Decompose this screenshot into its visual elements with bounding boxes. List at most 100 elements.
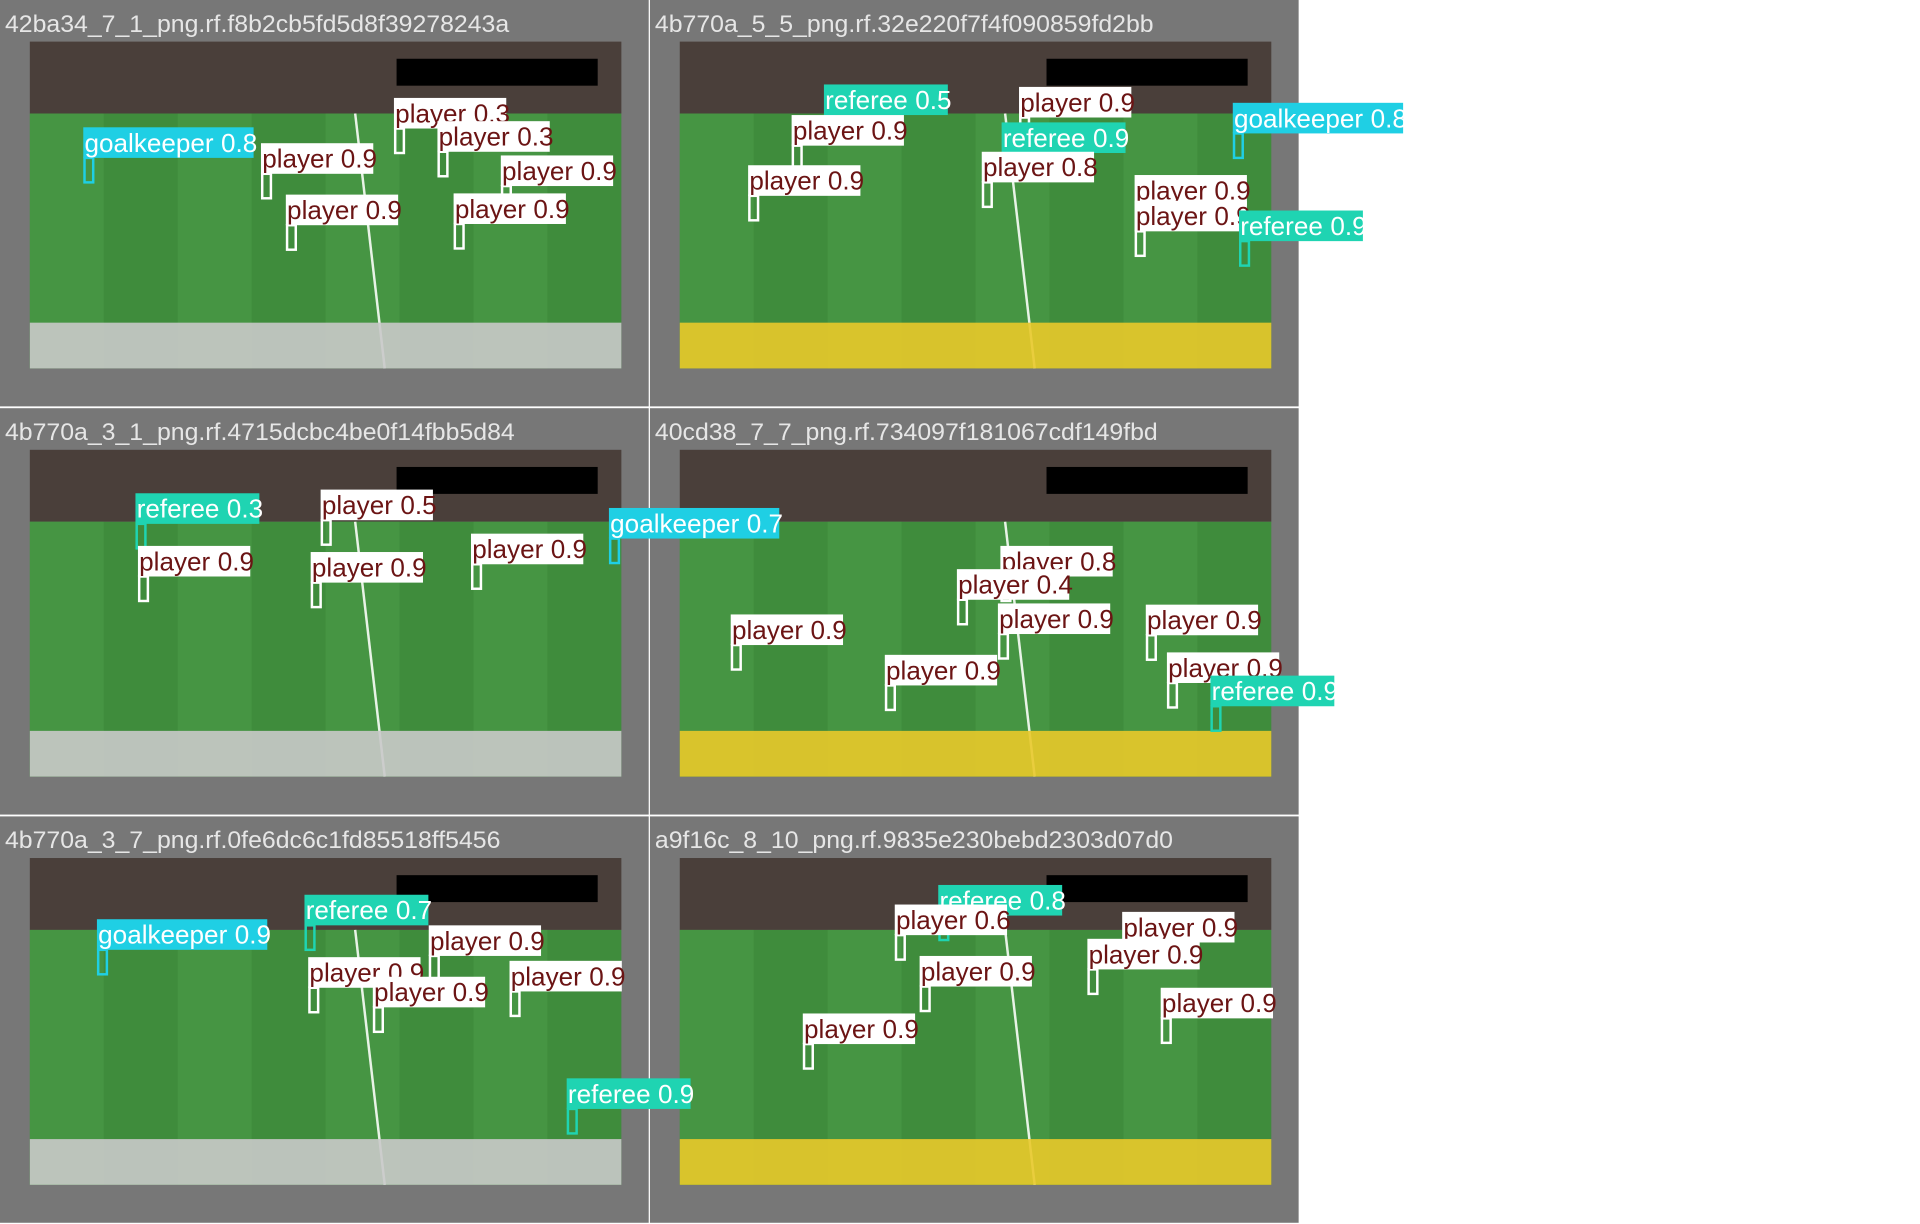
redaction [1046, 58, 1248, 86]
confidence: 0.9 [883, 1016, 919, 1044]
detection-label: player 0.9 [1136, 203, 1251, 231]
detection: referee 0.7 [304, 894, 432, 952]
label-background [1134, 200, 1247, 232]
label-background [285, 194, 399, 226]
label-background [566, 1078, 691, 1109]
class-name: player [262, 146, 333, 174]
detection: player 0.9 [748, 165, 864, 222]
confidence: 0.9 [1302, 678, 1338, 706]
class-name: player [1147, 607, 1218, 635]
detection: player 0.9 [791, 115, 908, 172]
label-background [919, 955, 1032, 987]
detection-label: player 0.9 [804, 1016, 919, 1044]
detection-label: player 0.3 [439, 124, 554, 152]
label-background [1001, 122, 1126, 153]
class-name: player [999, 606, 1070, 634]
detection: player 0.9 [428, 925, 545, 982]
detection-label: player 0.9 [999, 606, 1114, 634]
detection-label: player 0.9 [749, 168, 864, 196]
tile-title: 4b770a_5_5_png.rf.32e220f7f4f090859fd2bb [655, 11, 1154, 38]
photo-ad-board [679, 730, 1272, 777]
label-background [1238, 210, 1363, 242]
detection-label: player 0.9 [1147, 607, 1262, 635]
class-name: player [1123, 915, 1194, 943]
detection: player 0.9 [137, 545, 254, 603]
bounding-box [137, 575, 150, 603]
confidence: 0.9 [1202, 915, 1238, 943]
label-background [884, 654, 998, 686]
confidence: 0.9 [965, 657, 1001, 685]
photo-ad-board [679, 322, 1272, 369]
detection-label: player 0.9 [1162, 990, 1277, 1018]
detection-label: player 0.9 [262, 146, 377, 174]
detection-label: referee 0.9 [1212, 678, 1338, 706]
detection: player 0.9 [310, 552, 427, 609]
detection: player 0.9 [802, 1013, 919, 1070]
class-name: player [1089, 941, 1160, 969]
label-background [823, 84, 948, 116]
detection-label: referee 0.9 [568, 1081, 694, 1109]
class-name: player [472, 536, 543, 564]
detection-label: player 0.9 [502, 158, 617, 186]
detection: player 0.8 [981, 151, 1098, 209]
confidence: 0.9 [589, 963, 625, 991]
detection-label: player 0.5 [322, 492, 437, 520]
label-background [791, 115, 904, 146]
detection: player 0.9 [470, 533, 587, 590]
detection: referee 0.9 [1238, 210, 1367, 267]
class-name: player [139, 549, 210, 577]
detection-label: player 0.9 [312, 555, 427, 583]
class-name: player [749, 168, 820, 196]
detection: referee 0.5 [823, 84, 952, 141]
detection: goalkeeper 0.9 [96, 919, 271, 976]
label-background [428, 925, 542, 956]
label-background [137, 545, 251, 577]
tile: 4b770a_3_7_png.rf.0fe6dc6c1fd85518ff5456 [0, 816, 649, 1223]
tile-title: 4b770a_3_1_png.rf.4715dcbc4be0f14fbb5d84 [5, 419, 515, 446]
class-name: player [430, 928, 501, 956]
confidence: 0.4 [1037, 572, 1073, 600]
class-name: player [287, 197, 358, 225]
redaction [396, 58, 598, 86]
label-background [1210, 675, 1335, 707]
label-background [372, 976, 486, 1008]
class-name: player [793, 118, 864, 146]
confidence: 0.7 [747, 511, 783, 539]
tile-title: 42ba34_7_1_png.rf.f8b2cb5fd5d8f39278243a [5, 11, 510, 38]
detection: player 0.4 [956, 569, 1073, 626]
detection-label: player 0.9 [139, 549, 254, 577]
confidence: 0.7 [396, 897, 432, 925]
detection-label: player 0.9 [886, 657, 1001, 685]
detection-label: goalkeeper 0.8 [85, 130, 258, 158]
confidence: 0.9 [218, 549, 254, 577]
label-background [956, 569, 1070, 600]
label-background [310, 552, 423, 583]
label-background [1232, 102, 1404, 134]
detection-label: player 0.6 [896, 907, 1011, 935]
confidence: 0.9 [453, 979, 489, 1007]
confidence: 0.9 [828, 168, 864, 196]
confidence: 0.9 [871, 118, 907, 146]
detection: player 0.9 [997, 603, 1114, 660]
detection: goalkeeper 0.8 [1232, 102, 1407, 160]
detection: player 0.5 [320, 489, 437, 546]
detection-label: player 0.9 [732, 617, 847, 645]
detection-label: player 0.8 [983, 154, 1098, 182]
detection: player 0.9 [884, 654, 1001, 712]
confidence: 0.9 [1240, 990, 1276, 1018]
label-background [608, 507, 780, 539]
detection: goalkeeper 0.8 [83, 127, 258, 184]
photo-ad-board [29, 730, 622, 777]
label-background [1019, 86, 1132, 118]
confidence: 0.9 [1330, 213, 1366, 241]
class-name: referee [1003, 125, 1086, 153]
label-background [260, 143, 374, 174]
detection-label: referee 0.8 [939, 888, 1065, 916]
class-name: player [1020, 90, 1091, 118]
label-background [748, 165, 861, 196]
class-name: referee [825, 87, 908, 115]
tile: a9f16c_8_10_png.rf.9835e230bebd2303d07d0 [649, 816, 1299, 1223]
confidence: 0.9 [533, 196, 569, 224]
photo-ad-board [29, 1139, 622, 1185]
class-name: player [374, 979, 445, 1007]
